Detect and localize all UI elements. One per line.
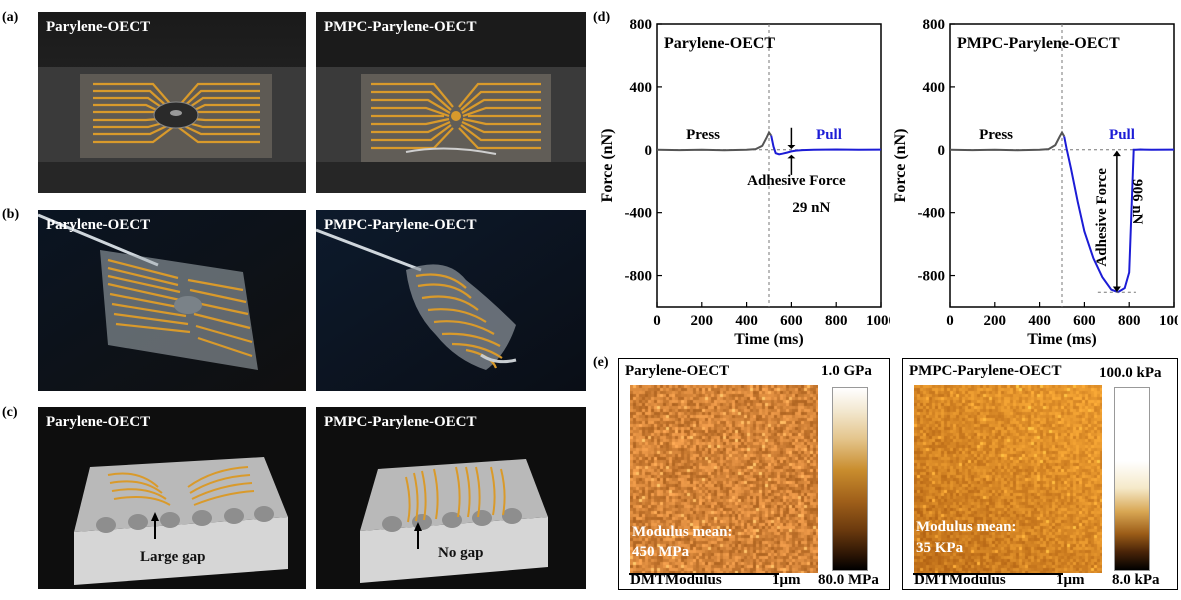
- photo-title: PMPC-Parylene-OECT: [324, 414, 477, 430]
- x-tick-label: 0: [946, 313, 954, 329]
- photo-title: Parylene-OECT: [46, 414, 151, 430]
- large-gap-annotation: Large gap: [140, 549, 205, 565]
- series-line-pull: [770, 135, 882, 156]
- force-chart-pmpc: 0 200 400 600 800 1000 -800 -400 0 400 800 Time (ms…: [893, 17, 1178, 348]
- scale-bar-label: 1μm: [1056, 572, 1085, 588]
- panel-label-e: (e): [593, 355, 609, 370]
- scale-min: 8.0 kPa: [1112, 572, 1160, 588]
- afm-panel-pmpc: PMPC-Parylene-OECT 100.0 kPa Modulus mea…: [902, 358, 1178, 590]
- series-line-press: [656, 130, 773, 152]
- photo-title: PMPC-Parylene-OECT: [324, 217, 477, 233]
- scale-max: 1.0 GPa: [821, 363, 872, 379]
- y-axis-label: Force (nN): [600, 129, 616, 203]
- photo-a-pmpc: PMPC-Parylene-OECT: [316, 12, 586, 193]
- panel-label-b: (b): [2, 207, 20, 222]
- channel-label: DMTModulus: [630, 572, 722, 588]
- y-tick-label: -400: [625, 206, 653, 222]
- x-tick-label: 1000: [1159, 313, 1178, 329]
- afm-title: PMPC-Parylene-OECT: [909, 363, 1062, 379]
- device-illustration: [38, 210, 306, 391]
- axis-line: [913, 573, 1063, 575]
- channel-label: DMTModulus: [914, 572, 1006, 588]
- modulus-mean-value: 450 MPa: [632, 544, 690, 560]
- panel-label-c: (c): [2, 405, 18, 420]
- adhesion-arrowhead-top: [1112, 150, 1121, 157]
- x-tick-label: 200: [691, 313, 714, 329]
- device-illustration: [316, 210, 586, 391]
- colorbar: [1114, 387, 1150, 571]
- adhesion-arrowhead-top: [787, 145, 796, 149]
- colorbar: [832, 387, 868, 571]
- afm-modulus-map: [914, 385, 1102, 573]
- x-tick-label: 800: [825, 313, 848, 329]
- x-tick-label: 1000: [866, 313, 890, 329]
- device-illustration: [316, 12, 586, 193]
- scale-min: 80.0 MPa: [818, 572, 879, 588]
- x-axis-label: Time (ms): [734, 331, 803, 348]
- y-tick-label: 400: [923, 80, 946, 96]
- afm-title: Parylene-OECT: [625, 363, 730, 379]
- panel-label-d: (d): [593, 10, 611, 25]
- modulus-mean-label: Modulus mean:: [916, 519, 1017, 535]
- device-illustration: Large gap: [38, 407, 306, 589]
- modulus-mean-value: 35 KPa: [916, 540, 964, 556]
- scale-max: 100.0 kPa: [1099, 365, 1162, 381]
- pull-label: Pull: [816, 127, 842, 143]
- no-gap-annotation: No gap: [438, 545, 483, 561]
- adhesive-force-label: Adhesive Force: [1094, 168, 1110, 267]
- adhesive-force-value: 906 nN: [1129, 179, 1145, 225]
- photo-title: Parylene-OECT: [46, 19, 151, 35]
- adhesion-arrowhead-bottom: [787, 154, 796, 159]
- x-tick-label: 800: [1118, 313, 1141, 329]
- y-tick-label: 800: [630, 17, 653, 33]
- afm-modulus-map: [630, 385, 818, 573]
- pull-label: Pull: [1109, 127, 1135, 143]
- force-chart-parylene: 0 200 400 600 800 1000 -800 -400 0 400 800 Time (ms…: [600, 17, 890, 348]
- photo-a-parylene: Parylene-OECT: [38, 12, 306, 193]
- chart-title: Parylene-OECT: [664, 35, 775, 52]
- photo-title: Parylene-OECT: [46, 217, 151, 233]
- adhesion-arrowhead-bottom: [1112, 286, 1121, 293]
- y-tick-label: 400: [630, 80, 653, 96]
- x-tick-label: 400: [735, 313, 758, 329]
- press-label: Press: [979, 127, 1013, 143]
- device-illustration: No gap: [316, 407, 586, 589]
- x-tick-label: 200: [984, 313, 1007, 329]
- series-line-pull: [1063, 136, 1175, 294]
- y-tick-label: -800: [625, 269, 653, 285]
- x-tick-label: 600: [1073, 313, 1096, 329]
- press-label: Press: [686, 127, 720, 143]
- photo-b-parylene: Parylene-OECT: [38, 210, 306, 391]
- chart-title: PMPC-Parylene-OECT: [957, 35, 1120, 52]
- modulus-mean-label: Modulus mean:: [632, 524, 733, 540]
- axis-line: [629, 573, 779, 575]
- x-axis-label: Time (ms): [1027, 331, 1096, 348]
- x-tick-label: 400: [1028, 313, 1051, 329]
- adhesive-force-label: Adhesive Force: [747, 173, 846, 189]
- x-tick-label: 0: [653, 313, 661, 329]
- photo-b-pmpc: PMPC-Parylene-OECT: [316, 210, 586, 391]
- x-tick-label: 600: [780, 313, 803, 329]
- scale-bar-label: 1μm: [772, 572, 801, 588]
- y-tick-label: 0: [938, 143, 946, 159]
- photo-c-parylene: Parylene-OECT Large gap: [38, 407, 306, 589]
- y-tick-label: -400: [918, 206, 946, 222]
- y-axis-label: Force (nN): [893, 129, 909, 203]
- adhesive-force-value: 29 nN: [792, 200, 830, 216]
- y-tick-label: 800: [923, 17, 946, 33]
- series-line-press: [949, 130, 1066, 152]
- y-tick-label: -800: [918, 269, 946, 285]
- photo-title: PMPC-Parylene-OECT: [324, 19, 477, 35]
- y-tick-label: 0: [645, 143, 653, 159]
- panel-label-a: (a): [2, 10, 19, 25]
- photo-c-pmpc: PMPC-Parylene-OECT No gap: [316, 407, 586, 589]
- afm-panel-parylene: Parylene-OECT 1.0 GPa Modulus mean: 450 …: [618, 358, 890, 590]
- device-illustration: [38, 12, 306, 193]
